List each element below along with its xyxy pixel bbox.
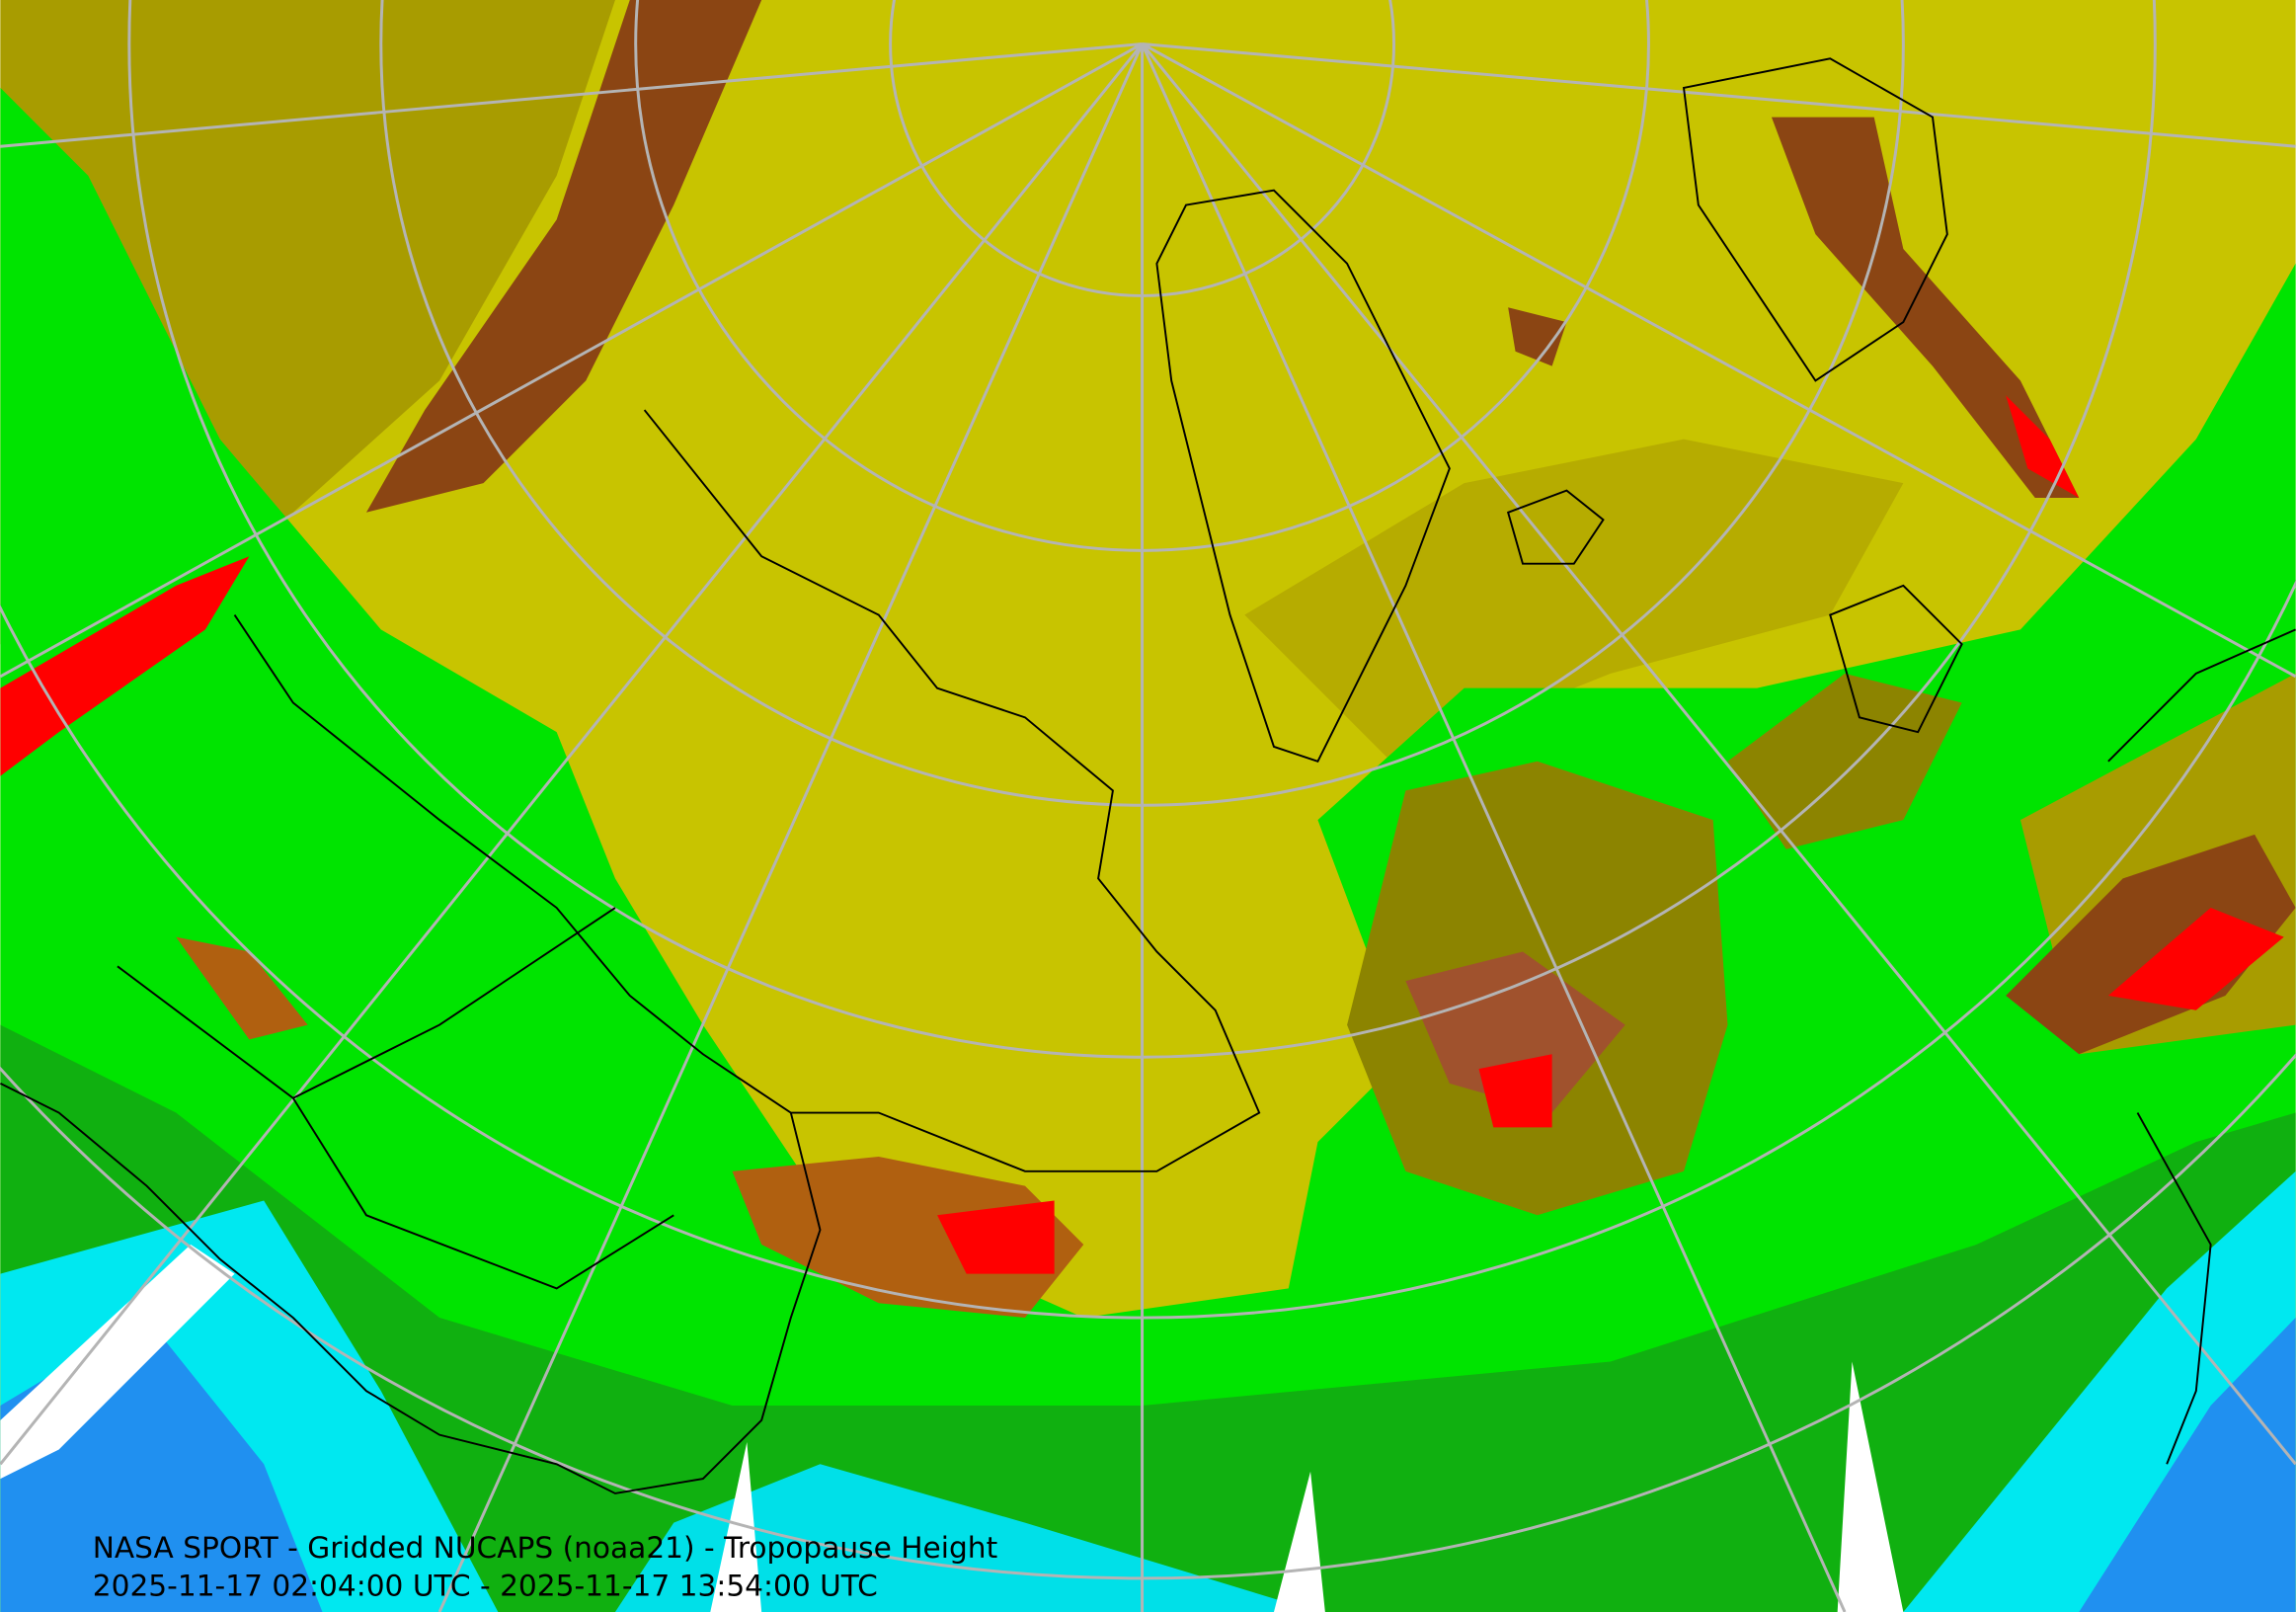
europe-africa-coast [2107,628,2296,1465]
british-isles-outline [1829,584,1963,734]
greenland-outline [1155,189,1451,763]
high-tropopause-streak [2006,834,2296,1055]
high-tropopause-streak [1771,117,2080,498]
high-tropopause-streak [2107,908,2284,1010]
iceland-outline [1506,489,1605,565]
meridian [0,41,2296,1612]
blue-field [2079,1318,2296,1612]
high-tropopause-streak [1478,1054,1552,1128]
green-field [0,87,2296,1612]
caption-time-range: 2025-11-17 02:04:00 UTC - 2025-11-17 13:… [93,1569,878,1603]
high-tropopause-streak [732,1157,1084,1319]
olive-field [1244,439,1904,762]
no-data-strip [710,1361,1904,1612]
high-tropopause-streak [176,936,308,1040]
high-tropopause-streak [937,1200,1055,1274]
north-america-coast [0,1083,822,1494]
high-tropopause-streak [365,0,762,513]
scandinavia-outline [1682,57,1948,382]
coastlines [0,57,2296,1494]
no-data-strip [0,1244,235,1480]
caption-title: NASA SPORT - Gridded NUCAPS (noaa21) - T… [93,1530,997,1565]
state-borders [117,907,674,1290]
high-tropopause-streak [1405,951,1625,1113]
high-tropopause-streak [1508,307,1567,366]
north-america-coast [233,409,1261,1172]
